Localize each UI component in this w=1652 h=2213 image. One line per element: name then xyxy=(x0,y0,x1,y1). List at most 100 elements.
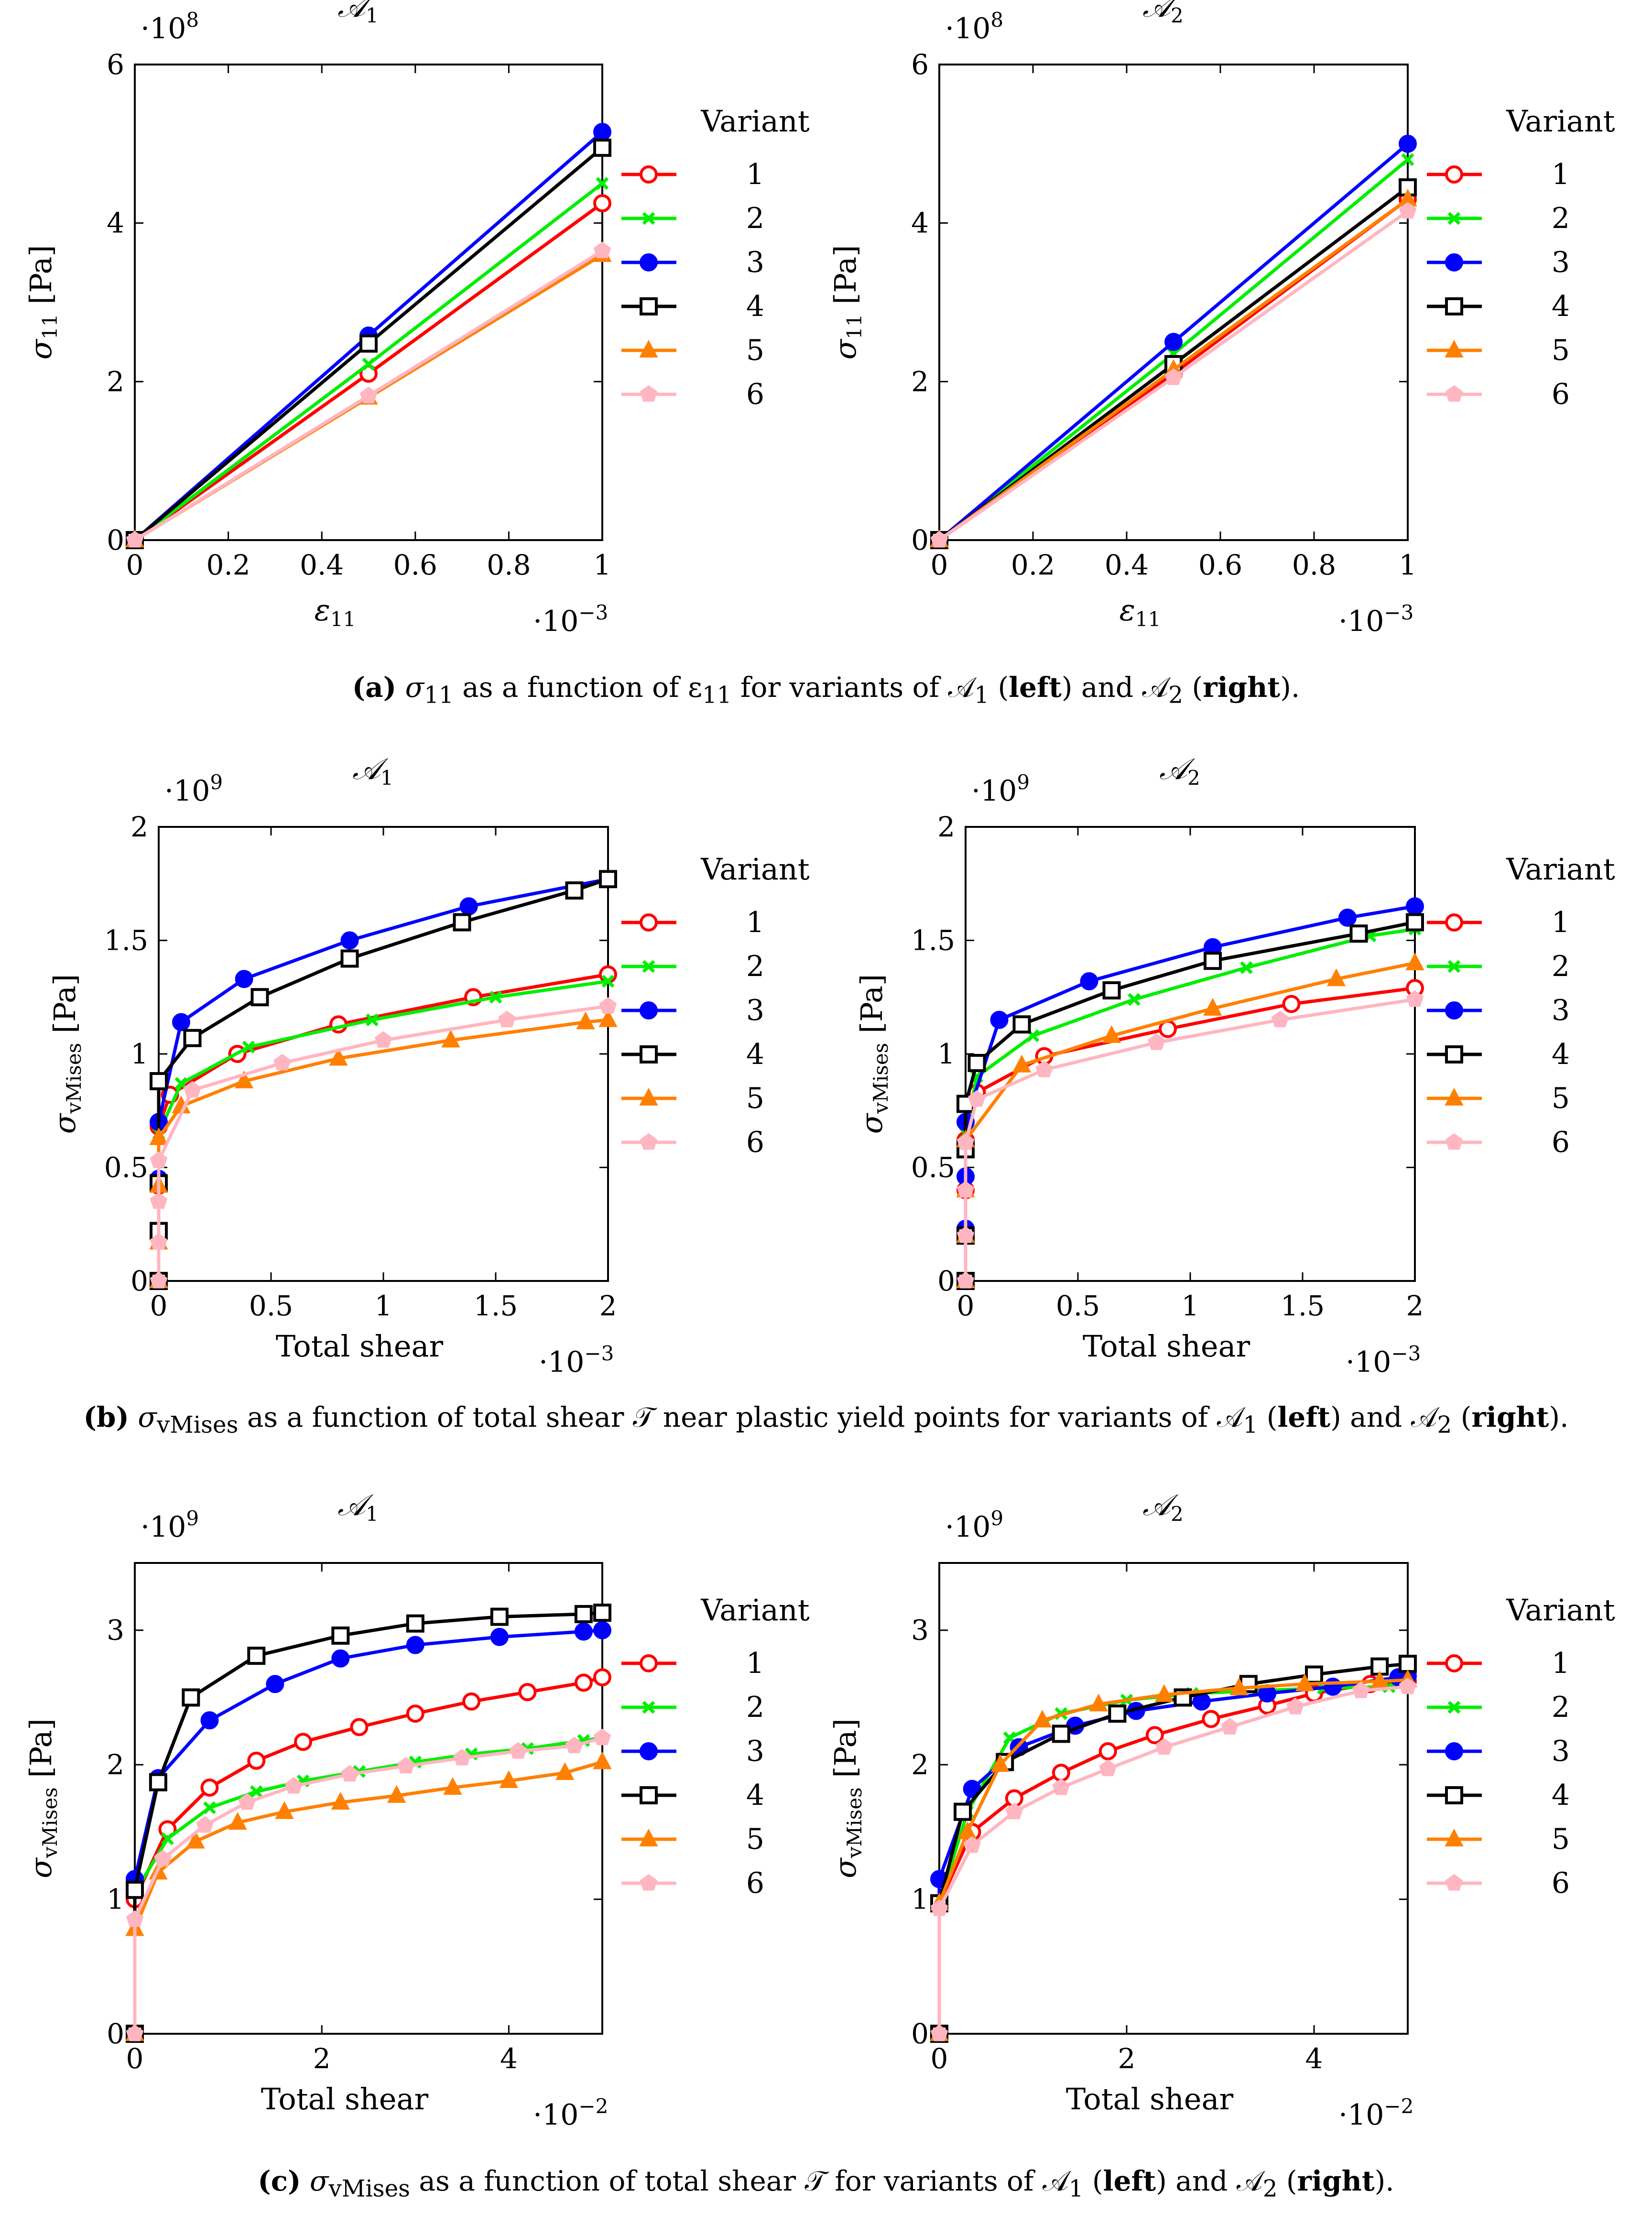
data-point-series-4 xyxy=(1349,924,1368,943)
legend-marker-5 xyxy=(639,1087,658,1106)
data-point-series-3 xyxy=(1406,897,1424,916)
y-axis-label: σvMises [Pa] xyxy=(828,1718,866,1878)
x-tick-label: 0.4 xyxy=(300,549,344,581)
x-axis-label: ε11 xyxy=(315,593,356,631)
legend-label-1: 1 xyxy=(746,906,764,939)
legend-marker-4 xyxy=(1445,1045,1463,1063)
legend-label-6: 6 xyxy=(746,378,764,411)
caption-b: (b) σvMises as a function of total shear… xyxy=(83,1401,1569,1439)
data-point-series-1 xyxy=(1282,995,1301,1013)
y-tick-label: 0 xyxy=(911,524,929,556)
legend-label-5: 5 xyxy=(1552,1082,1570,1115)
data-point-series-3 xyxy=(1399,134,1417,153)
x-tick-label: 0.5 xyxy=(1056,1290,1100,1322)
x-tick-label: 0.8 xyxy=(487,549,531,581)
y-tick-label: 1 xyxy=(107,1883,124,1916)
legend-label-5: 5 xyxy=(746,1822,764,1856)
legend-label-1: 1 xyxy=(746,1647,764,1680)
data-point-series-1 xyxy=(1052,1764,1070,1782)
data-point-series-4 xyxy=(150,1072,168,1090)
data-point-series-3 xyxy=(593,1621,611,1639)
y-tick-label: 0 xyxy=(130,1265,148,1297)
series-line-3 xyxy=(964,904,1415,1281)
y-tick-label: 3 xyxy=(107,1614,124,1647)
y-tick-label: 3 xyxy=(911,1614,929,1647)
legend-label-2: 2 xyxy=(1552,1691,1570,1724)
series-group xyxy=(125,122,612,549)
y-scale-label: ·109 xyxy=(971,770,1030,808)
data-point-series-6 xyxy=(1052,1778,1070,1795)
x-tick-label: 1 xyxy=(375,1290,392,1322)
legend-label-3: 3 xyxy=(1552,246,1570,279)
series-line-6 xyxy=(133,1736,603,2034)
data-point-series-4 xyxy=(1052,1725,1070,1743)
legend-title: Variant xyxy=(1506,852,1615,887)
plot-frame xyxy=(965,826,1416,1282)
data-point-series-6 xyxy=(1005,1802,1023,1820)
legend-label-6: 6 xyxy=(1552,378,1570,411)
data-point-series-6 xyxy=(1399,1677,1417,1694)
x-tick-label: 2 xyxy=(1406,1290,1424,1322)
data-point-series-6 xyxy=(599,997,617,1014)
legend-marker-1 xyxy=(1445,1654,1463,1672)
data-point-series-6 xyxy=(565,1736,583,1754)
data-point-series-6 xyxy=(453,1748,471,1766)
x-scale-label: ·10−3 xyxy=(1346,1342,1421,1379)
data-point-series-3 xyxy=(459,897,478,916)
legend-label-4: 4 xyxy=(746,290,764,323)
x-tick-label: 2 xyxy=(1118,2042,1136,2075)
data-point-series-3 xyxy=(990,1010,1009,1029)
data-point-series-1 xyxy=(518,1683,537,1702)
chart-1: 0 0.2 0.4 0.6 0.8 1 0 2 4 6 𝒜1 ·108 ·10−3 ε11 σ11 [Pa]… xyxy=(23,0,810,638)
data-point-series-5 xyxy=(186,1831,205,1849)
y-tick-label: 0.5 xyxy=(104,1151,148,1184)
chart-6: 0 2 4 0 1 2 3 𝒜2 ·109 ·10−2 Total shear σvMises [Pa… xyxy=(828,1487,1615,2132)
chart-4: 0 0.5 1 1.5 2 0 0.5 1 1.5 2 𝒜2 ·109 ·10−3 Total shear… xyxy=(854,751,1615,1379)
data-point-series-6 xyxy=(397,1757,415,1774)
x-scale-label: ·10−2 xyxy=(1338,2094,1413,2132)
y-axis-label: σvMises [Pa] xyxy=(854,974,892,1134)
chart-3: 0 0.5 1 1.5 2 0 0.5 1 1.5 2 𝒜1 ·109 ·10−3 Total shear… xyxy=(47,751,810,1379)
data-point-series-6 xyxy=(956,1226,975,1243)
data-point-series-6 xyxy=(285,1777,303,1794)
legend-label-6: 6 xyxy=(1552,1866,1570,1900)
data-point-series-4 xyxy=(331,1626,350,1645)
legend-label-1: 1 xyxy=(746,158,764,191)
legend-marker-4 xyxy=(1445,1786,1463,1804)
data-point-series-4 xyxy=(967,1054,986,1072)
legend-marker-4 xyxy=(640,1045,658,1063)
plot-frame xyxy=(938,64,1409,541)
y-tick-label: 2 xyxy=(107,1748,124,1781)
legend-marker-1 xyxy=(640,1654,658,1672)
x-tick-label: 0.4 xyxy=(1105,549,1149,581)
data-point-series-2 xyxy=(366,1013,379,1027)
data-point-series-6 xyxy=(956,1181,975,1198)
data-point-series-5 xyxy=(576,1011,595,1030)
data-point-series-4 xyxy=(1204,952,1222,970)
x-scale-label: ·10−3 xyxy=(539,1342,614,1379)
series-group xyxy=(930,1655,1417,2043)
legend: Variant 1 2 3 4 5 6 xyxy=(621,1593,810,1900)
legend-label-2: 2 xyxy=(746,1691,764,1724)
legend-marker-4 xyxy=(1445,297,1463,315)
legend-marker-5 xyxy=(639,1828,658,1846)
y-tick-label: 2 xyxy=(937,811,955,843)
y-axis-label: σvMises [Pa] xyxy=(47,974,86,1134)
series-group xyxy=(125,1604,612,2043)
data-point-series-6 xyxy=(238,1793,256,1810)
data-point-series-4 xyxy=(1406,913,1424,932)
data-point-series-5 xyxy=(1032,1710,1052,1728)
data-point-series-1 xyxy=(462,1692,481,1711)
data-point-series-5 xyxy=(443,1777,462,1795)
x-scale-label: ·10−3 xyxy=(1338,601,1413,638)
legend-label-4: 4 xyxy=(746,1779,764,1812)
y-tick-label: 0 xyxy=(107,524,124,556)
data-point-series-4 xyxy=(593,1604,611,1622)
data-point-series-5 xyxy=(441,1030,460,1048)
x-axis-label: Total shear xyxy=(1066,2082,1234,2116)
data-point-series-4 xyxy=(954,1802,972,1821)
x-tick-label: 4 xyxy=(1305,2042,1323,2075)
data-point-series-4 xyxy=(359,334,378,353)
data-point-series-6 xyxy=(930,2024,948,2041)
series-line-1 xyxy=(133,1675,603,2034)
